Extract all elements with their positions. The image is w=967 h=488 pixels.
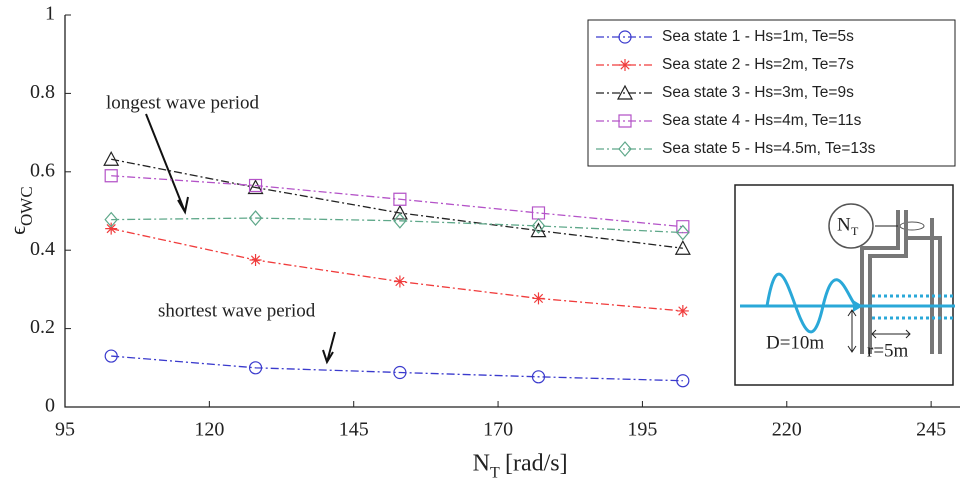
marker xyxy=(531,217,546,234)
y-tick-label: 1 xyxy=(45,3,55,25)
legend-marker xyxy=(616,84,634,100)
series-line xyxy=(111,175,683,228)
marker xyxy=(249,254,262,266)
y-axis-label-sub: OWC xyxy=(17,186,36,226)
marker xyxy=(247,179,264,195)
legend-label: Sea state 4 - Hs=4m, Te=11s xyxy=(662,112,862,129)
marker xyxy=(532,292,545,305)
series-line xyxy=(111,217,683,234)
marker xyxy=(248,210,263,226)
marker xyxy=(676,374,690,388)
legend-label: Sea state 2 - Hs=2m, Te=7s xyxy=(662,56,854,73)
marker xyxy=(103,150,120,166)
legend-marker xyxy=(618,114,632,128)
y-tick-label: 0.2 xyxy=(30,316,55,338)
marker xyxy=(104,211,118,228)
wave-arrow xyxy=(853,300,863,312)
marker xyxy=(530,222,547,238)
x-axis-label-unit: [rad/s] xyxy=(505,451,568,477)
marker xyxy=(674,239,691,255)
wave xyxy=(765,272,857,334)
turbine-label-sub: T xyxy=(851,224,859,238)
marker xyxy=(248,178,263,193)
legend-label: Sea state 5 - Hs=4.5m, Te=13s xyxy=(662,140,876,157)
water-column xyxy=(872,294,955,320)
annotation-arrow xyxy=(322,331,336,365)
marker xyxy=(393,192,407,206)
annotation: shortest wave period xyxy=(158,300,316,321)
inset-frame xyxy=(734,184,954,386)
legend-label: Sea state 1 - Hs=1m, Te=5s xyxy=(662,28,854,45)
marker xyxy=(104,169,118,183)
y-tick-label: 0.8 xyxy=(30,81,55,103)
x-tick-label: 245 xyxy=(916,419,946,441)
annotation-arrow xyxy=(145,113,189,215)
marker xyxy=(104,349,118,363)
x-axis-label-sub: T xyxy=(490,465,500,482)
marker xyxy=(393,212,407,229)
legend-label: Sea state 3 - Hs=3m, Te=9s xyxy=(662,84,854,101)
x-tick-label: 145 xyxy=(339,419,369,441)
x-tick-label: 95 xyxy=(55,419,75,441)
series-line xyxy=(111,228,683,312)
depth-arrow xyxy=(847,309,857,353)
y-tick-label: 0.4 xyxy=(30,238,55,260)
legend-marker xyxy=(618,141,632,157)
x-tick-label: 195 xyxy=(627,419,657,441)
marker xyxy=(676,224,690,241)
y-tick-label: 0.6 xyxy=(30,159,55,181)
turbine xyxy=(828,203,874,249)
series-line xyxy=(111,355,683,382)
marker xyxy=(676,304,689,317)
chamber xyxy=(860,210,942,354)
radius-label: r=5m xyxy=(867,340,909,361)
y-tick-label: 0 xyxy=(45,395,55,417)
marker xyxy=(105,222,118,235)
x-tick-label: 120 xyxy=(194,419,224,441)
marker xyxy=(531,206,546,220)
marker xyxy=(531,370,546,384)
depth-label: D=10m xyxy=(766,332,824,353)
radius-arrow xyxy=(871,329,911,339)
x-tick-label: 220 xyxy=(772,419,802,441)
marker xyxy=(248,361,263,375)
rotor xyxy=(899,221,925,231)
x-tick-label: 170 xyxy=(483,419,513,441)
y-axis-label: ϵ xyxy=(5,226,30,235)
annotation: longest wave period xyxy=(106,92,260,113)
marker xyxy=(393,365,407,380)
legend-marker xyxy=(618,30,632,44)
x-axis-label: N xyxy=(473,451,490,477)
series-line xyxy=(111,158,683,249)
marker xyxy=(391,204,408,220)
inset xyxy=(734,184,955,386)
marker xyxy=(393,275,406,288)
legend-marker xyxy=(619,59,631,71)
turbine-label: N xyxy=(837,214,851,235)
